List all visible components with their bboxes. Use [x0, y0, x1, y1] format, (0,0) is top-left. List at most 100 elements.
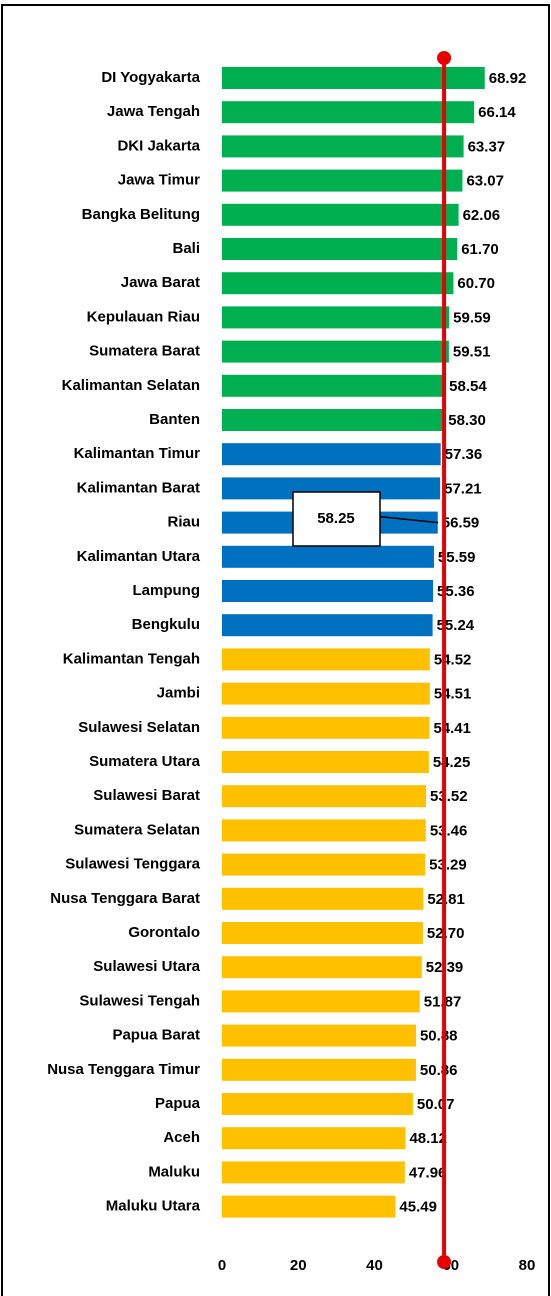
bar: [222, 990, 420, 1013]
y-tick-label: Jawa Barat: [121, 274, 200, 291]
annotation-box: [292, 491, 381, 547]
value-label: 57.36: [445, 446, 483, 463]
bar: [222, 956, 422, 979]
y-tick-label: Kalimantan Utara: [77, 548, 201, 565]
bar: [222, 1058, 416, 1081]
y-tick-label: Kepulauan Riau: [87, 308, 200, 325]
value-label: 54.25: [433, 754, 471, 771]
bar: [222, 1195, 396, 1218]
value-label: 54.51: [434, 686, 472, 703]
bar: [222, 1127, 406, 1150]
y-tick-label: Gorontalo: [128, 924, 200, 941]
value-label: 50.88: [420, 1028, 458, 1045]
x-tick-label: 20: [290, 1257, 307, 1274]
value-label: 68.92: [489, 70, 527, 87]
bar: [222, 580, 434, 602]
x-tick-label: 80: [519, 1257, 536, 1274]
bar: [222, 135, 464, 158]
value-label: 60.70: [457, 275, 495, 292]
y-tick-label: Sulawesi Barat: [93, 787, 200, 804]
bar: [222, 922, 423, 944]
bar: [222, 169, 463, 192]
value-label: 59.59: [453, 309, 491, 326]
y-tick-label: Kalimantan Tengah: [63, 650, 200, 667]
y-tick-label: Kalimantan Timur: [74, 445, 201, 462]
y-tick-label: Aceh: [163, 1129, 200, 1146]
x-tick-label: 40: [366, 1257, 383, 1274]
y-tick-label: Kalimantan Barat: [77, 479, 200, 496]
y-tick-label: Maluku Utara: [106, 1198, 201, 1215]
bar: [222, 272, 454, 295]
value-label: 63.37: [468, 138, 506, 155]
y-tick-label: Jambi: [157, 685, 200, 702]
bar: [222, 785, 427, 808]
value-label: 58.30: [448, 412, 486, 429]
bar: [222, 67, 485, 89]
bar: [222, 853, 426, 876]
bar: [222, 614, 433, 637]
value-label: 47.96: [409, 1164, 447, 1181]
y-tick-label: Bengkulu: [132, 616, 200, 633]
value-label: 62.06: [463, 207, 501, 224]
y-tick-label: Bangka Belitung: [82, 206, 200, 223]
value-label: 45.49: [399, 1199, 437, 1216]
value-label: 57.21: [444, 480, 482, 497]
annotation-connector: [379, 515, 439, 524]
bar: [222, 306, 450, 329]
bar: [222, 1161, 405, 1184]
y-tick-label: Sulawesi Utara: [93, 958, 200, 975]
value-label: 55.24: [437, 617, 475, 634]
y-tick-label: Sulawesi Tenggara: [65, 856, 200, 873]
value-label: 53.52: [430, 788, 468, 805]
y-tick-label: Kalimantan Selatan: [62, 377, 200, 394]
y-tick-label: Bali: [172, 240, 200, 257]
value-label: 54.41: [433, 720, 471, 737]
value-label: 56.59: [442, 515, 480, 532]
y-tick-label: Papua: [155, 1095, 201, 1112]
value-label: 52.81: [427, 891, 465, 908]
reference-dot: [437, 1255, 452, 1269]
value-label: 59.51: [453, 344, 491, 361]
value-label: 54.52: [434, 651, 472, 668]
y-tick-label: Sulawesi Selatan: [78, 719, 200, 736]
y-tick-label: DI Yogyakarta: [101, 69, 200, 86]
bar: [222, 648, 430, 671]
y-tick-label: Sulawesi Tengah: [79, 992, 200, 1009]
bar: [222, 716, 430, 739]
y-tick-label: Papua Barat: [112, 1027, 200, 1044]
bar: [222, 751, 429, 773]
value-label: 61.70: [461, 241, 499, 258]
reference-dot: [437, 51, 452, 65]
y-tick-label: Nusa Tenggara Timur: [47, 1061, 200, 1078]
y-tick-label: DKI Jakarta: [117, 137, 200, 154]
y-tick-label: Jawa Tengah: [107, 103, 200, 120]
value-label: 58.54: [449, 378, 487, 395]
y-tick-label: Sumatera Utara: [89, 753, 201, 770]
y-tick-label: Maluku: [148, 1163, 200, 1180]
y-tick-label: Nusa Tenggara Barat: [50, 890, 200, 907]
y-tick-label: Banten: [149, 411, 200, 428]
value-label: 50.86: [420, 1062, 458, 1079]
value-label: 53.29: [429, 857, 467, 874]
frame: [1, 4, 550, 1296]
value-label: 48.12: [409, 1130, 447, 1147]
y-tick-label: Sumatera Barat: [89, 343, 200, 360]
bar: [222, 545, 434, 568]
value-label: 66.14: [478, 104, 516, 121]
bar: [222, 682, 430, 705]
bar: [222, 443, 441, 466]
bar: [222, 477, 441, 500]
value-label: 50.07: [417, 1096, 455, 1113]
y-tick-label: Lampung: [133, 582, 201, 599]
bar: [222, 203, 459, 226]
y-tick-label: Sumatera Selatan: [74, 821, 200, 838]
value-label: 55.36: [437, 583, 475, 600]
y-tick-label: Jawa Timur: [118, 172, 200, 189]
bar: [222, 1093, 413, 1115]
bar: [222, 340, 449, 363]
bar: [222, 374, 446, 397]
value-label: 53.46: [430, 822, 468, 839]
bar: [222, 1024, 416, 1047]
bar: [222, 238, 458, 260]
